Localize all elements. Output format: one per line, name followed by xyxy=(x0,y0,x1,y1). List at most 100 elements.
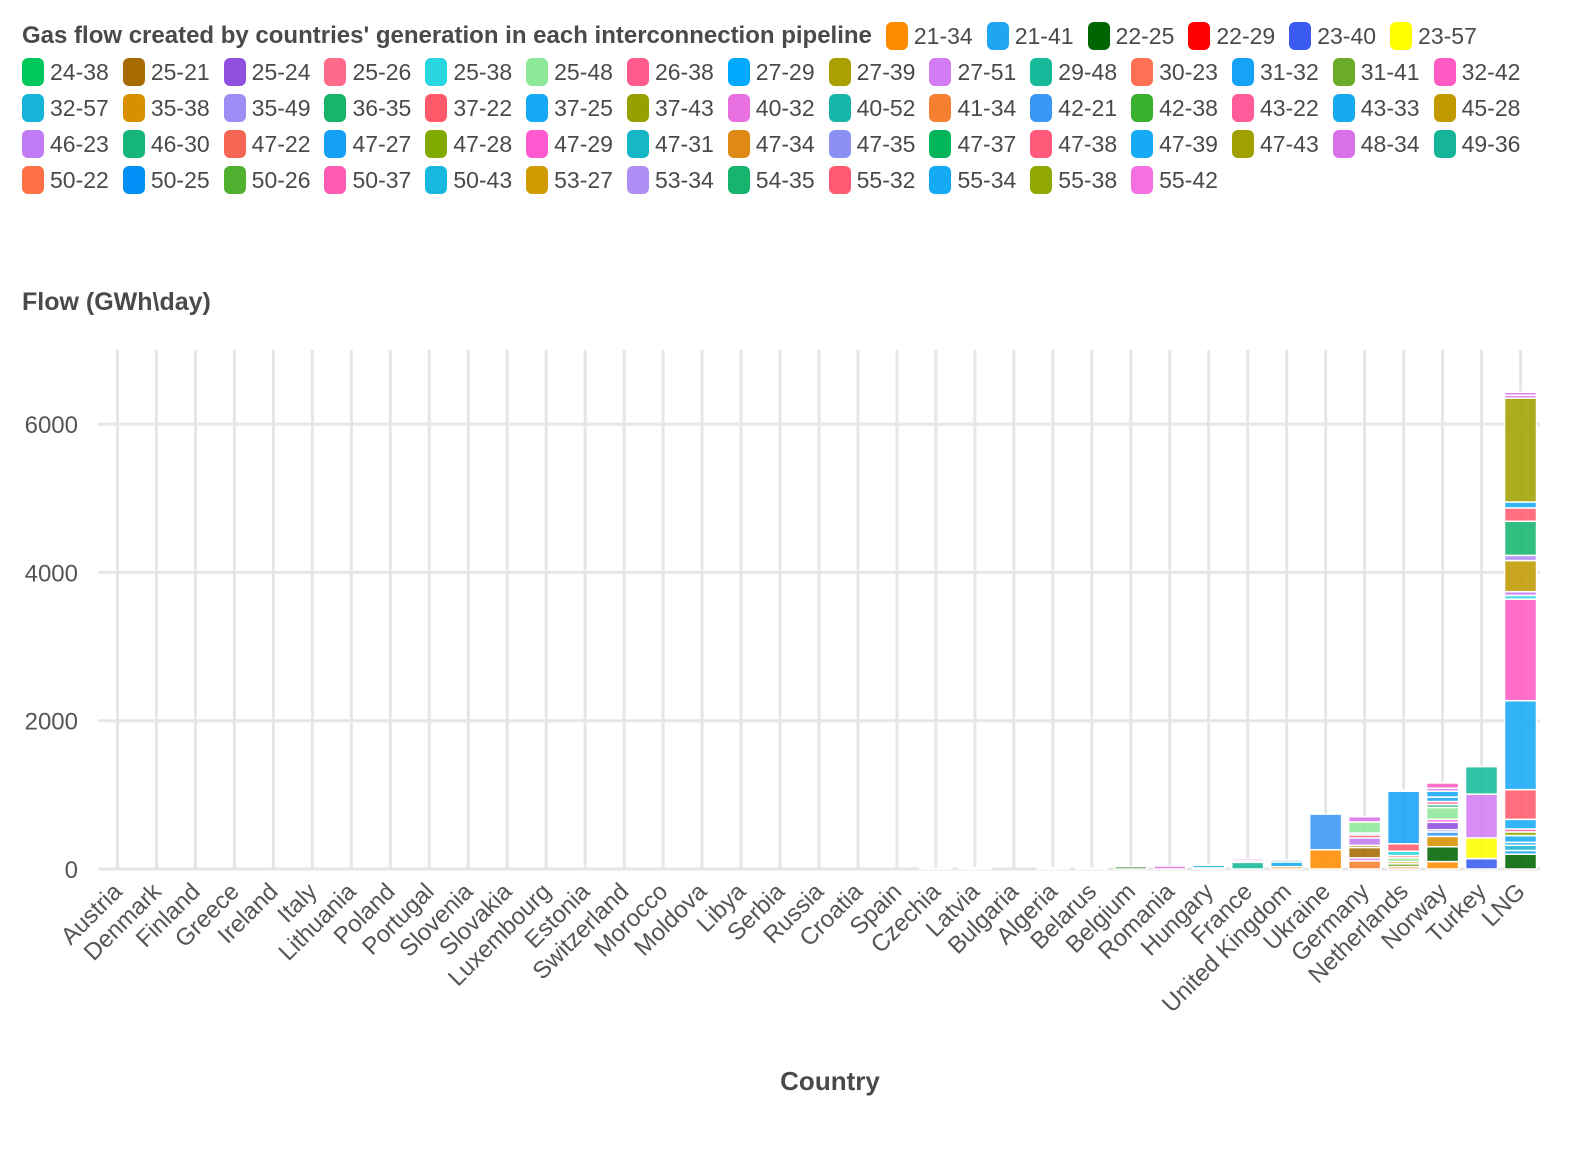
legend-item[interactable]: 47-35 xyxy=(828,130,915,158)
legend-item[interactable]: 35-38 xyxy=(122,94,210,122)
legend-item[interactable]: 53-27 xyxy=(526,166,613,194)
legend-item[interactable]: 25-38 xyxy=(425,58,512,86)
legend-item[interactable]: 50-25 xyxy=(122,166,210,194)
legend-item[interactable]: 22-29 xyxy=(1188,22,1275,50)
legend-item[interactable]: 48-34 xyxy=(1332,130,1420,158)
legend-swatch xyxy=(929,130,952,158)
legend-item[interactable]: 27-51 xyxy=(929,58,1016,86)
legend-label: 54-35 xyxy=(755,166,815,193)
legend-label: 50-25 xyxy=(150,166,210,193)
legend-item[interactable]: 41-34 xyxy=(929,94,1016,122)
legend-item[interactable]: 47-37 xyxy=(929,130,1016,158)
legend-item[interactable]: 55-34 xyxy=(929,166,1016,194)
legend-item[interactable]: 55-38 xyxy=(1030,166,1117,194)
legend-item[interactable]: 29-48 xyxy=(1030,58,1117,86)
legend-item[interactable]: 49-36 xyxy=(1433,130,1520,158)
legend-swatch xyxy=(1231,94,1254,122)
legend-label: 47-29 xyxy=(554,130,613,157)
legend-item[interactable]: 32-42 xyxy=(1433,58,1520,86)
legend-item[interactable]: 54-35 xyxy=(727,166,815,194)
legend-item[interactable]: 45-28 xyxy=(1433,94,1520,122)
legend-item[interactable]: 50-37 xyxy=(324,166,411,194)
legend-item[interactable]: 35-49 xyxy=(223,94,311,122)
legend-item[interactable]: 24-38 xyxy=(22,58,109,86)
legend-swatch xyxy=(828,130,851,158)
bar-segment xyxy=(1425,806,1460,821)
legend-item[interactable]: 47-43 xyxy=(1231,130,1319,158)
legend-item[interactable]: 25-21 xyxy=(122,58,210,86)
bar-segment xyxy=(1503,559,1538,593)
legend-item[interactable]: 32-57 xyxy=(22,94,109,122)
bar-segment xyxy=(1347,846,1382,859)
legend-swatch xyxy=(1332,58,1355,86)
legend-item[interactable]: 25-24 xyxy=(223,58,310,86)
legend-item[interactable]: 47-29 xyxy=(526,130,613,158)
legend-label: 24-38 xyxy=(50,58,109,85)
legend-item[interactable]: 47-22 xyxy=(223,130,311,158)
legend-item[interactable]: 47-39 xyxy=(1131,130,1218,158)
legend-item[interactable]: 26-38 xyxy=(626,58,714,86)
legend-swatch xyxy=(1131,94,1154,122)
legend-item[interactable]: 30-23 xyxy=(1131,58,1218,86)
bar-segment xyxy=(1386,788,1421,792)
bar-segment xyxy=(1503,834,1538,844)
legend-item[interactable]: 31-41 xyxy=(1332,58,1420,86)
legend-item[interactable]: 50-22 xyxy=(22,166,109,194)
legend-item[interactable]: 55-42 xyxy=(1131,166,1218,194)
legend-item[interactable]: 46-30 xyxy=(122,130,210,158)
legend-label: 32-57 xyxy=(50,94,109,121)
legend-item[interactable]: 22-25 xyxy=(1087,22,1174,50)
legend-item[interactable]: 53-34 xyxy=(626,166,714,194)
legend-item[interactable]: 43-33 xyxy=(1332,94,1420,122)
bar-segment xyxy=(1464,765,1499,795)
bar-segment xyxy=(958,867,992,870)
legend-item[interactable]: 50-26 xyxy=(223,166,310,194)
bar-segment xyxy=(1503,598,1538,702)
legend-item[interactable]: 27-29 xyxy=(727,58,815,86)
legend-item[interactable]: 40-32 xyxy=(727,94,815,122)
legend-swatch xyxy=(324,58,347,86)
legend-item[interactable]: 47-31 xyxy=(626,130,714,158)
legend-swatch xyxy=(223,130,246,158)
legend-item[interactable]: 47-38 xyxy=(1030,130,1117,158)
bar-segment xyxy=(1425,782,1460,789)
legend-swatch xyxy=(828,94,851,122)
legend-label: 31-32 xyxy=(1259,58,1319,85)
legend-item[interactable]: 47-34 xyxy=(727,130,815,158)
legend-item[interactable]: 21-41 xyxy=(986,22,1074,50)
legend-swatch xyxy=(929,94,952,122)
legend-item[interactable]: 47-28 xyxy=(425,130,512,158)
legend-item[interactable]: 31-32 xyxy=(1231,58,1319,86)
legend-item[interactable]: 42-38 xyxy=(1131,94,1218,122)
legend-item[interactable]: 27-39 xyxy=(828,58,915,86)
legend-item[interactable]: 36-35 xyxy=(324,94,411,122)
legend-item[interactable]: 23-40 xyxy=(1289,22,1376,50)
legend-item[interactable]: 40-52 xyxy=(828,94,915,122)
legend-item[interactable]: 50-43 xyxy=(425,166,512,194)
legend-item[interactable]: 25-26 xyxy=(324,58,411,86)
bar-segment xyxy=(1425,860,1460,870)
bar-segment xyxy=(1347,860,1382,870)
bar-segment xyxy=(1036,866,1070,870)
legend-item[interactable]: 55-32 xyxy=(828,166,915,194)
y-tick-label: 0 xyxy=(65,857,78,884)
legend-swatch xyxy=(626,94,649,122)
legend-item[interactable]: 47-27 xyxy=(324,130,411,158)
legend-item[interactable]: 46-23 xyxy=(22,130,109,158)
legend-item[interactable]: 43-22 xyxy=(1231,94,1319,122)
legend-item[interactable]: 37-22 xyxy=(425,94,512,122)
legend-item[interactable]: 23-57 xyxy=(1390,22,1477,50)
x-axis: AustriaDenmarkFinlandGreeceIrelandItalyL… xyxy=(56,877,1531,1018)
legend-label: 35-49 xyxy=(251,94,311,121)
bar-segment xyxy=(1347,815,1382,823)
legend-label: 47-22 xyxy=(251,130,311,157)
bar-segment xyxy=(1425,846,1460,863)
legend-swatch xyxy=(1231,130,1254,158)
legend-item[interactable]: 37-43 xyxy=(626,94,714,122)
legend-item[interactable]: 25-48 xyxy=(526,58,613,86)
legend-swatch xyxy=(425,130,448,158)
legend-item[interactable]: 42-21 xyxy=(1030,94,1117,122)
legend-item[interactable]: 37-25 xyxy=(526,94,613,122)
legend-item[interactable]: 21-34 xyxy=(885,22,973,50)
legend-swatch xyxy=(324,94,347,122)
